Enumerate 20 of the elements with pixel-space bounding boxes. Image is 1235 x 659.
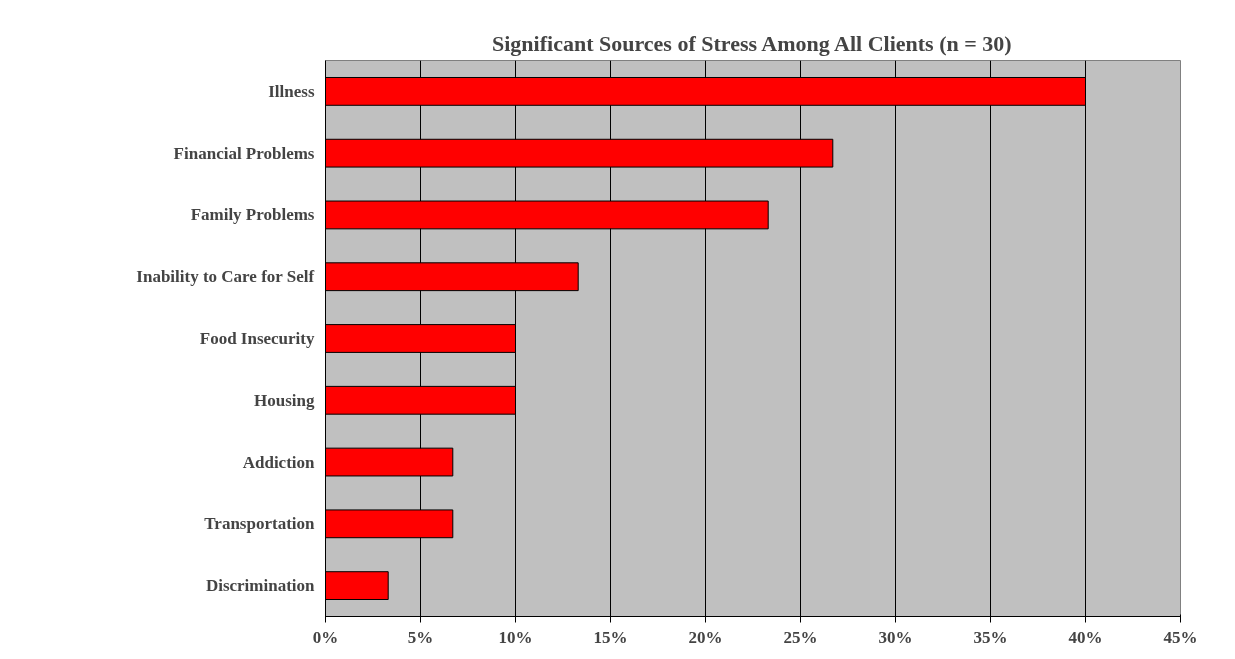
x-tick-label: 40% — [1068, 627, 1103, 647]
x-tick-label: 30% — [878, 627, 913, 647]
y-tick-label: Discrimination — [205, 576, 316, 596]
chart-title: Significant Sources of Stress Among All Clients (n = 30) — [491, 30, 1012, 56]
x-tick-label: 45% — [1163, 627, 1198, 647]
y-tick-label: Family Problems — [190, 205, 315, 225]
x-tick-label: 20% — [688, 627, 723, 647]
y-tick-label: Illness — [268, 81, 315, 101]
y-tick-label: Inability to Care for Self — [136, 267, 315, 287]
x-tick-label: 25% — [783, 627, 818, 647]
x-tick-label: 10% — [498, 627, 533, 647]
x-tick-label: 35% — [973, 627, 1008, 647]
y-tick-label: Housing — [254, 390, 315, 410]
y-tick-label: Food Insecurity — [199, 329, 315, 348]
y-tick-label: Transportation — [204, 514, 316, 534]
y-tick-label: Addiction — [242, 452, 316, 472]
x-tick-label: 5% — [407, 627, 434, 647]
x-tick-label: 0% — [312, 627, 339, 647]
y-tick-label: Financial Problems — [173, 143, 315, 163]
x-tick-label: 15% — [593, 627, 628, 647]
